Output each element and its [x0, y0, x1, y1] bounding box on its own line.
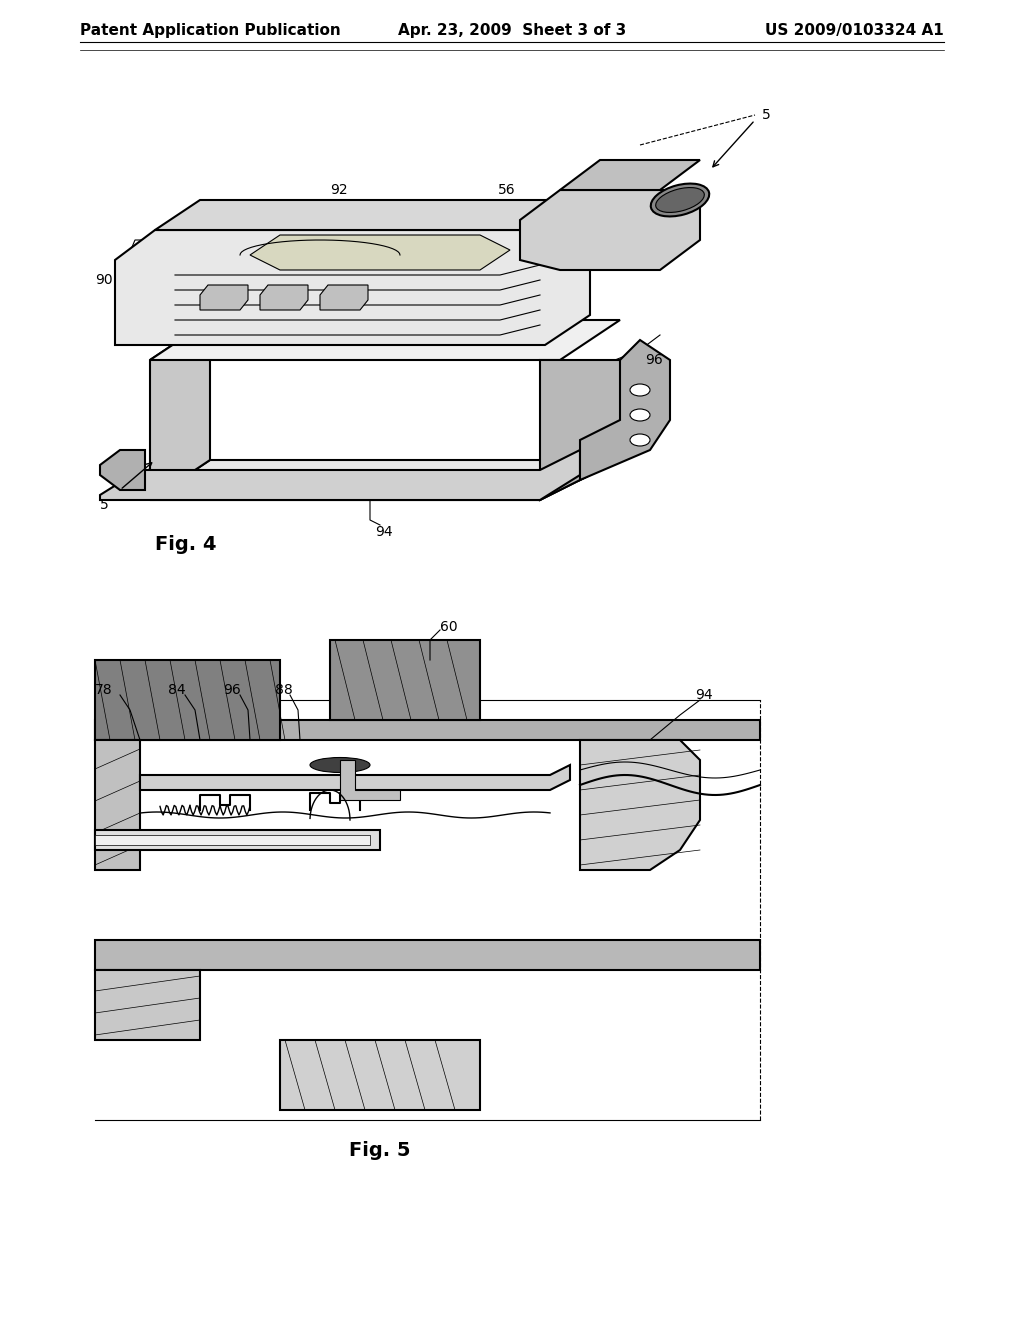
Text: 90: 90 — [95, 273, 113, 286]
Text: Patent Application Publication: Patent Application Publication — [80, 22, 341, 37]
Polygon shape — [95, 940, 760, 970]
Text: 96: 96 — [645, 352, 663, 367]
Text: 5: 5 — [762, 108, 771, 121]
Text: Fig. 5: Fig. 5 — [349, 1140, 411, 1159]
Polygon shape — [520, 190, 700, 271]
Text: 92: 92 — [330, 183, 347, 197]
Text: 60: 60 — [440, 620, 458, 634]
Polygon shape — [280, 1040, 480, 1110]
Text: 56: 56 — [498, 183, 516, 197]
Polygon shape — [95, 836, 370, 845]
Polygon shape — [580, 741, 700, 870]
Ellipse shape — [630, 434, 650, 446]
Text: 84: 84 — [168, 682, 185, 697]
Text: 78: 78 — [95, 682, 113, 697]
Text: 88: 88 — [275, 682, 293, 697]
Text: 5: 5 — [100, 498, 109, 512]
Ellipse shape — [630, 409, 650, 421]
Polygon shape — [100, 450, 145, 490]
Text: Apr. 23, 2009  Sheet 3 of 3: Apr. 23, 2009 Sheet 3 of 3 — [398, 22, 626, 37]
Text: 94: 94 — [375, 525, 392, 539]
Ellipse shape — [651, 183, 710, 216]
Ellipse shape — [630, 384, 650, 396]
Polygon shape — [250, 235, 510, 271]
Polygon shape — [95, 830, 380, 850]
Polygon shape — [100, 450, 580, 500]
Polygon shape — [95, 970, 200, 1040]
Polygon shape — [95, 660, 280, 741]
Polygon shape — [580, 341, 670, 480]
Polygon shape — [540, 360, 650, 500]
Polygon shape — [140, 766, 570, 789]
Polygon shape — [95, 719, 760, 741]
Polygon shape — [150, 459, 620, 500]
Polygon shape — [155, 201, 590, 230]
Polygon shape — [115, 230, 590, 345]
Text: Fig. 4: Fig. 4 — [155, 536, 216, 554]
Polygon shape — [260, 285, 308, 310]
Text: 96: 96 — [223, 682, 241, 697]
Polygon shape — [150, 319, 620, 360]
Ellipse shape — [655, 187, 705, 213]
Polygon shape — [330, 640, 480, 719]
Text: US 2009/0103324 A1: US 2009/0103324 A1 — [765, 22, 944, 37]
Ellipse shape — [310, 758, 370, 772]
Polygon shape — [200, 285, 248, 310]
Polygon shape — [560, 160, 700, 190]
Polygon shape — [150, 319, 210, 500]
Text: 94: 94 — [695, 688, 713, 702]
Polygon shape — [95, 741, 140, 870]
Polygon shape — [319, 285, 368, 310]
Polygon shape — [340, 760, 400, 800]
